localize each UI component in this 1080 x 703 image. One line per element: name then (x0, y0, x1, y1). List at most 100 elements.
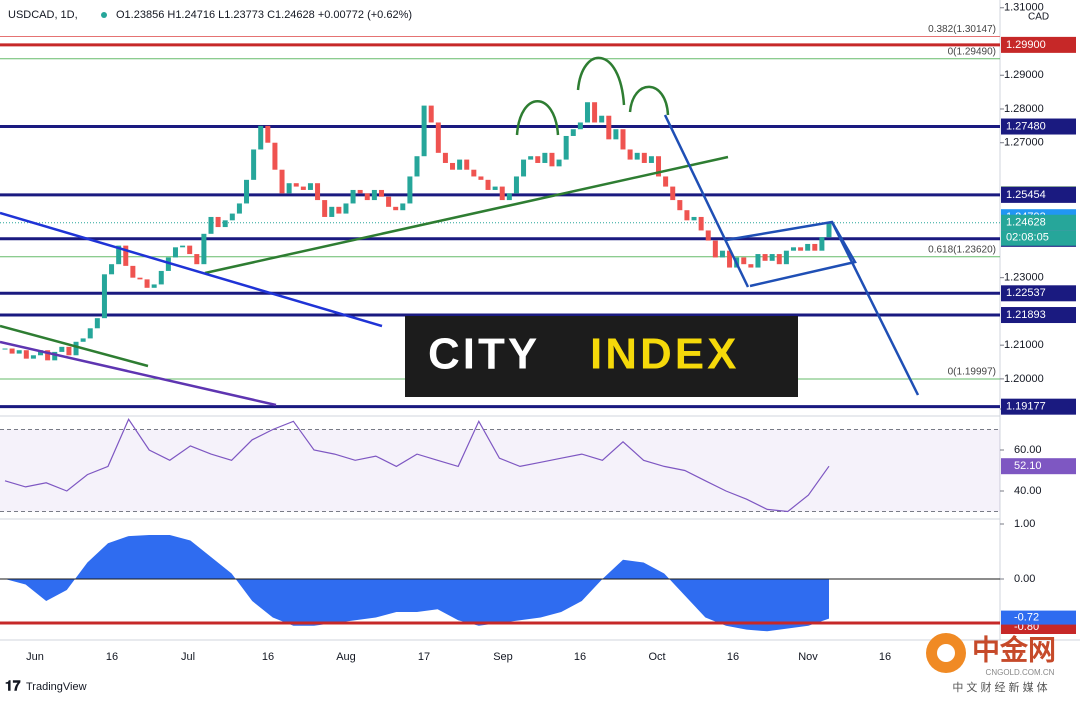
candle (180, 245, 186, 248)
y-tick-label: 1.23000 (1004, 272, 1044, 284)
y-tick-label: 1.31000 (1004, 2, 1044, 14)
price-badge-label: 1.19177 (1006, 401, 1046, 413)
candle (286, 183, 292, 194)
price-badge-label: 1.21893 (1006, 309, 1046, 321)
candle (222, 220, 228, 228)
candle (542, 152, 548, 163)
candle (30, 355, 36, 359)
value-badge-label: -0.72 (1014, 612, 1039, 624)
candle (244, 179, 250, 204)
candle (755, 254, 761, 268)
candle (549, 152, 555, 167)
candle (87, 328, 93, 339)
candle (386, 196, 392, 207)
rsi-line (4, 418, 830, 513)
price-badge (1001, 307, 1076, 324)
candle (80, 338, 86, 342)
shoulder-arc (628, 85, 670, 116)
candle (805, 243, 811, 251)
candle (499, 186, 505, 201)
candle (258, 125, 264, 150)
price-badge (1001, 214, 1076, 231)
watermark-tagline: 中 文 财 经 新 媒 体 (952, 680, 1047, 694)
candle (371, 189, 377, 201)
x-tick-label: Oct (648, 651, 665, 663)
x-tick-label: Sep (493, 651, 513, 663)
candle (73, 341, 79, 356)
y-tick-label: 0.00 (1014, 573, 1035, 585)
candle (172, 247, 178, 258)
candle (357, 189, 363, 194)
currency-label: CAD (1028, 12, 1049, 23)
x-tick-label: Jul (181, 651, 195, 663)
candle (364, 193, 370, 201)
candle (719, 250, 725, 258)
logo-city: CITY (428, 330, 540, 379)
candle (698, 216, 704, 231)
candle (116, 245, 122, 265)
trendline (663, 114, 750, 288)
candle (748, 264, 754, 268)
candle (158, 270, 164, 285)
candle (464, 159, 470, 170)
candle (613, 129, 619, 140)
candle (329, 206, 335, 217)
candle (712, 240, 718, 258)
shoulder-arc (515, 100, 560, 136)
candle (165, 257, 171, 271)
candle (648, 156, 654, 163)
watermark-icon (937, 644, 955, 662)
candle (563, 135, 569, 160)
status-dot (101, 12, 107, 18)
y-tick-label: 1.28000 (1004, 103, 1044, 115)
logo-box (405, 316, 798, 397)
candle (109, 264, 115, 275)
candle (634, 152, 640, 160)
candle (663, 176, 669, 187)
candle (457, 159, 463, 170)
countdown-badge (1001, 230, 1076, 246)
candle (9, 348, 15, 354)
price-badge (1001, 186, 1076, 203)
value-badge-label: 52.10 (1014, 460, 1042, 472)
x-tick-label: 16 (574, 651, 586, 663)
candle (450, 162, 456, 170)
candle (315, 183, 321, 201)
candle (627, 149, 633, 160)
candle (45, 350, 51, 361)
price-badge (1001, 118, 1076, 135)
candle (790, 247, 796, 251)
candle (101, 274, 107, 319)
candle (556, 159, 562, 167)
fib-label: 0.382(1.30147) (928, 24, 996, 35)
candle (691, 216, 697, 221)
candle (350, 189, 356, 204)
candle (279, 169, 285, 194)
ohlc: O1.23856 H1.24716 L1.23773 C1.24628 +0.0… (116, 9, 412, 21)
candle (705, 230, 711, 241)
candle (144, 279, 150, 288)
candle (684, 210, 690, 221)
candle (59, 346, 65, 352)
price-badge-label: 1.24628 (1006, 217, 1046, 229)
fib-label: 0(1.29490) (948, 46, 996, 57)
candle (194, 254, 200, 265)
price-badge-label: 1.25454 (1006, 189, 1046, 201)
candle (492, 186, 498, 190)
candle (322, 200, 328, 217)
candle (435, 122, 441, 153)
fib-label: 0(1.19997) (948, 367, 996, 378)
candle (94, 318, 100, 329)
fib-label: 0.618(1.23620) (928, 244, 996, 255)
back-layer: 1.31000 1.29000 1.28000 1.27000 1.23000 1.210… (0, 2, 1049, 663)
candle (208, 216, 214, 234)
candle (599, 115, 605, 123)
candle (236, 203, 242, 214)
drawings (0, 56, 920, 407)
candle (52, 351, 58, 361)
candle (478, 176, 484, 180)
candle (23, 350, 29, 359)
candle (506, 193, 512, 201)
